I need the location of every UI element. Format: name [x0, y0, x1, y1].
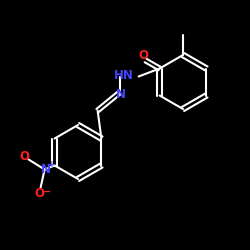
Text: N: N [116, 88, 126, 101]
Text: N: N [40, 163, 50, 176]
Text: −: − [42, 186, 51, 196]
Text: O: O [34, 187, 44, 200]
Text: O: O [138, 49, 148, 62]
Text: +: + [48, 160, 56, 169]
Text: HN: HN [114, 69, 134, 82]
Text: O: O [20, 150, 30, 163]
